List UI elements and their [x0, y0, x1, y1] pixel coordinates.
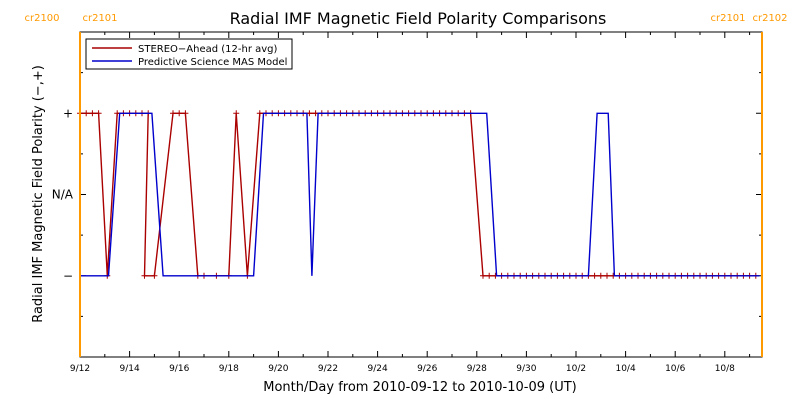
- series-line-0: [80, 112, 756, 277]
- data-point-marker: [89, 110, 96, 117]
- data-point-marker: [256, 110, 263, 117]
- x-tick-label: 10/8: [715, 364, 735, 374]
- data-point-marker: [597, 272, 604, 279]
- grid-layer: 9/12 9/14 9/16 9/18 9/20 9/22 9/24 9/26 9/28 9/30…: [52, 31, 762, 374]
- data-point-marker: [151, 272, 158, 279]
- x-tick-label: 9/26: [417, 364, 437, 374]
- x-tick-label: 10/4: [615, 364, 635, 374]
- x-tick-label: 9/22: [318, 364, 338, 374]
- data-point-marker: [176, 110, 183, 117]
- x-axis-label: Month/Day from 2010-09-12 to 2010-10-09 …: [263, 380, 576, 395]
- x-tick-label: 9/24: [367, 364, 387, 374]
- x-tick-label: 9/30: [516, 364, 536, 374]
- legend-label-stereo: STEREO−Ahead (12-hr avg): [138, 44, 278, 55]
- x-tick-label: 9/28: [467, 364, 487, 374]
- y-axis-label: Radial IMF Magnetic Field Polarity (−,+): [31, 65, 46, 323]
- legend: STEREO−Ahead (12-hr avg) Predictive Scie…: [85, 38, 293, 70]
- series-layer: [77, 110, 760, 279]
- x-tick-label: 10/6: [665, 364, 685, 374]
- data-point-marker: [95, 110, 102, 117]
- data-point-marker: [141, 272, 148, 279]
- cr-right-label-1: cr2101: [710, 13, 745, 24]
- legend-label-mas: Predictive Science MAS Model: [138, 57, 287, 68]
- legend-box: [85, 38, 293, 70]
- x-tick-label: 9/20: [268, 364, 288, 374]
- chart-title: Radial IMF Magnetic Field Polarity Compa…: [230, 9, 607, 28]
- data-point-marker: [182, 110, 189, 117]
- x-tick-label: 9/18: [219, 364, 239, 374]
- data-point-marker: [486, 272, 493, 279]
- data-point-marker: [83, 110, 90, 117]
- cr-right-label-2: cr2102: [752, 13, 787, 24]
- y-tick-label: −: [63, 269, 73, 283]
- y-tick-label: N/A: [52, 188, 74, 202]
- data-point-marker: [480, 272, 486, 279]
- data-point-marker: [604, 272, 610, 279]
- x-tick-label: 10/2: [566, 364, 586, 374]
- x-tick-label: 9/16: [169, 364, 189, 374]
- carrington-markers: [79, 32, 763, 357]
- cr-left-label-1: cr2100: [24, 13, 59, 24]
- x-tick-label: 9/14: [119, 364, 139, 374]
- x-tick-label: 9/12: [70, 364, 90, 374]
- data-point-marker: [591, 272, 598, 279]
- data-point-marker: [233, 110, 240, 117]
- plot-frame: [79, 31, 763, 358]
- y-tick-label: +: [63, 106, 73, 120]
- data-point-marker: [170, 110, 176, 117]
- series-line-1: [80, 112, 760, 277]
- cr-left-label-2: cr2101: [82, 13, 117, 24]
